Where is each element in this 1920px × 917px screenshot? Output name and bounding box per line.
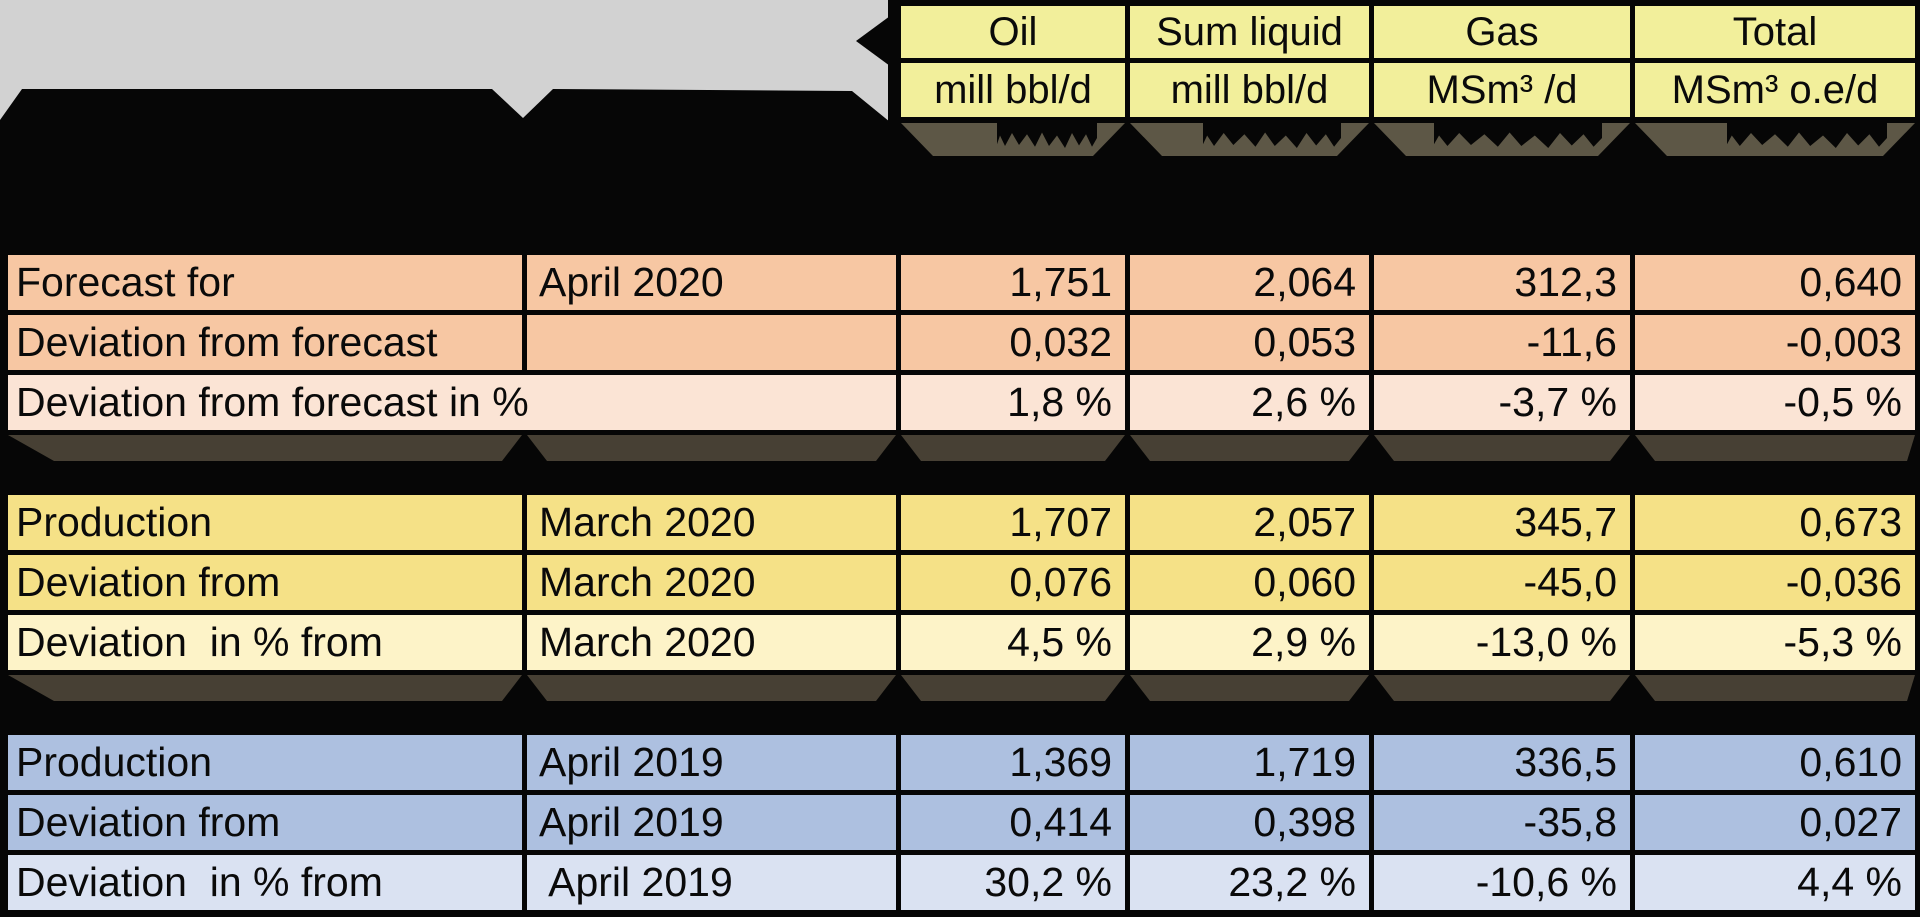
shadow-segment [901,123,1125,156]
redacted-digits [1727,123,1887,148]
shadow-segment [901,675,1125,701]
row-label: Deviation from [8,795,522,850]
redacted-row-shadow-header [888,123,1920,156]
shadow-segment [527,435,896,461]
value-sum-liquid: 0,398 [1130,795,1369,850]
header-gas: Gas [1374,6,1630,58]
value-gas: 336,5 [1374,735,1630,790]
shadow-segment [1130,123,1369,156]
value-oil: 1,369 [901,735,1125,790]
row-month: March 2020 [527,615,896,670]
value-total: -0,003 [1635,315,1915,370]
value-sum-liquid: 2,057 [1130,495,1369,550]
section-production-march-2020: Production March 2020 1,707 2,057 345,7 … [0,490,1920,675]
row-month: April 2019 [527,735,896,790]
value-gas: -10,6 % [1374,855,1630,910]
section-production-april-2019: Production April 2019 1,369 1,719 336,5 … [0,730,1920,915]
unit-oil: mill bbl/d [901,63,1125,117]
shadow-segment [1635,123,1915,156]
row-month: April 2020 [527,255,896,310]
value-oil: 1,8 % [901,375,1125,430]
value-oil: 0,032 [901,315,1125,370]
value-total: -0,036 [1635,555,1915,610]
value-sum-liquid: 0,060 [1130,555,1369,610]
value-gas: -45,0 [1374,555,1630,610]
value-gas: -3,7 % [1374,375,1630,430]
unit-sum-liquid: mill bbl/d [1130,63,1369,117]
redacted-digits [997,123,1097,148]
row-month: April 2019 [527,795,896,850]
value-gas: -35,8 [1374,795,1630,850]
value-oil: 0,076 [901,555,1125,610]
redacted-digits [1203,123,1341,148]
shadow-segment [1635,675,1915,701]
value-total: 0,027 [1635,795,1915,850]
value-gas: -13,0 % [1374,615,1630,670]
unit-total: MSm³ o.e/d [1635,63,1915,117]
section-forecast-april-2020: Forecast for April 2020 1,751 2,064 312,… [0,250,1920,435]
value-oil: 0,414 [901,795,1125,850]
header-sum-liquid: Sum liquid [1130,6,1369,58]
value-oil: 1,751 [901,255,1125,310]
value-sum-liquid: 1,719 [1130,735,1369,790]
table-header: Oil Sum liquid Gas Total mill bbl/d mill… [888,0,1920,122]
row-month: March 2020 [527,495,896,550]
value-sum-liquid: 2,6 % [1130,375,1369,430]
redacted-digits [1434,123,1602,148]
row-label: Forecast for [8,255,522,310]
value-oil: 4,5 % [901,615,1125,670]
shadow-segment [1374,435,1630,461]
value-oil: 1,707 [901,495,1125,550]
value-gas: 345,7 [1374,495,1630,550]
row-label: Deviation in % from [8,615,522,670]
value-sum-liquid: 2,9 % [1130,615,1369,670]
row-month-empty [527,315,896,370]
value-gas: -11,6 [1374,315,1630,370]
header-oil: Oil [901,6,1125,58]
shadow-segment [8,675,522,701]
redaction-blob-top-left [0,89,890,252]
shadow-segment [8,435,522,461]
shadow-segment [901,435,1125,461]
value-gas: 312,3 [1374,255,1630,310]
value-total: 0,640 [1635,255,1915,310]
row-month: April 2019 [527,855,896,910]
row-label: Deviation from [8,555,522,610]
row-label: Deviation from forecast [8,315,522,370]
header-total: Total [1635,6,1915,58]
shadow-segment [1130,435,1369,461]
value-total: -5,3 % [1635,615,1915,670]
value-sum-liquid: 2,064 [1130,255,1369,310]
row-label: Deviation in % from [8,855,522,910]
value-total: -0,5 % [1635,375,1915,430]
row-label: Deviation from forecast in % [8,375,896,430]
shadow-segment [1374,675,1630,701]
shadow-segment [1130,675,1369,701]
shadow-segment [527,675,896,701]
unit-gas: MSm³ /d [1374,63,1630,117]
value-total: 4,4 % [1635,855,1915,910]
value-oil: 30,2 % [901,855,1125,910]
shadow-segment [1374,123,1630,156]
row-label: Production [8,495,522,550]
value-sum-liquid: 23,2 % [1130,855,1369,910]
redacted-row-shadow-mid [0,435,1920,461]
redacted-row-shadow-lower [0,675,1920,701]
value-total: 0,673 [1635,495,1915,550]
value-sum-liquid: 0,053 [1130,315,1369,370]
shadow-segment [1635,435,1915,461]
row-label: Production [8,735,522,790]
row-month: March 2020 [527,555,896,610]
value-total: 0,610 [1635,735,1915,790]
